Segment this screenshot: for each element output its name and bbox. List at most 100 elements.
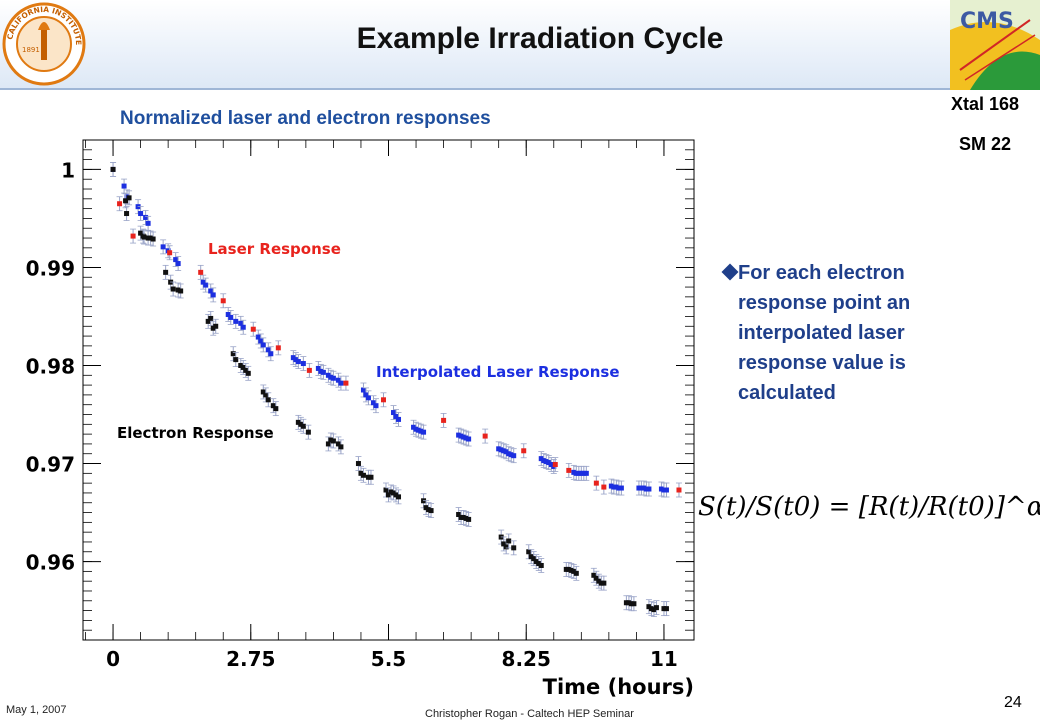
footer-date: May 1, 2007 bbox=[6, 704, 67, 716]
electron-point bbox=[365, 474, 371, 480]
electron-point bbox=[506, 538, 512, 544]
electron-point bbox=[360, 472, 366, 478]
interpolated-point bbox=[338, 380, 344, 386]
electron-point bbox=[368, 474, 374, 480]
interpolated-point bbox=[573, 470, 579, 476]
chart-title: Normalized laser and electron responses bbox=[120, 108, 491, 129]
interpolated-point bbox=[616, 485, 622, 491]
electron-point bbox=[150, 236, 156, 242]
electron-point bbox=[391, 490, 397, 496]
interpolated-point bbox=[463, 435, 469, 441]
interpolated-point bbox=[496, 446, 502, 452]
electron-point bbox=[573, 570, 579, 576]
interpolated-point bbox=[175, 261, 181, 267]
interpolated-point bbox=[315, 365, 321, 371]
electron-point bbox=[593, 575, 599, 581]
electron-point bbox=[663, 606, 669, 612]
page-number: 24 bbox=[1004, 694, 1022, 711]
electron-point bbox=[653, 605, 659, 611]
electron-point bbox=[273, 406, 279, 412]
interpolated-point bbox=[613, 484, 619, 490]
electron-point bbox=[265, 397, 271, 403]
interpolated-annotation: Interpolated Laser Response bbox=[376, 363, 620, 381]
electron-point bbox=[623, 600, 629, 606]
electron-point bbox=[531, 556, 537, 562]
electron-point bbox=[661, 606, 667, 612]
electron-point bbox=[243, 367, 249, 373]
bullet-point: For each electron response point an inte… bbox=[718, 258, 988, 408]
electron-point bbox=[528, 554, 534, 560]
interpolated-point bbox=[121, 183, 127, 189]
interpolated-point bbox=[365, 395, 371, 401]
electron-point bbox=[466, 516, 472, 522]
interpolated-point bbox=[300, 361, 306, 367]
electron-point bbox=[298, 421, 304, 427]
footer-author: Christopher Rogan - Caltech HEP Seminar bbox=[425, 708, 634, 720]
plot-area bbox=[82, 139, 695, 641]
supermodule-label: SM 22 bbox=[958, 134, 1012, 154]
interpolated-point bbox=[290, 355, 296, 361]
interpolated-point bbox=[225, 312, 231, 318]
interpolated-point bbox=[546, 460, 552, 466]
interpolated-point bbox=[571, 469, 577, 475]
electron-point bbox=[383, 487, 389, 493]
electron-point bbox=[178, 288, 184, 294]
annotations: Laser Response Interpolated Laser Respons… bbox=[117, 240, 620, 442]
electron-point bbox=[386, 492, 391, 498]
electron-point bbox=[526, 549, 532, 555]
y-tick-label: 1 bbox=[61, 158, 75, 182]
interpolated-point bbox=[325, 372, 331, 378]
laser-point bbox=[198, 269, 204, 275]
interpolated-point bbox=[330, 375, 336, 381]
electron-point bbox=[648, 606, 654, 612]
interpolated-point bbox=[258, 338, 264, 344]
laser-point bbox=[117, 201, 123, 207]
bullet-text: For each electron response point an inte… bbox=[738, 262, 911, 404]
interpolated-point bbox=[293, 357, 299, 363]
interpolated-point bbox=[265, 347, 271, 353]
slide-title: Example Irradiation Cycle bbox=[356, 22, 724, 55]
interpolated-point bbox=[363, 392, 369, 398]
interpolated-point bbox=[200, 279, 206, 285]
electron-point bbox=[330, 438, 336, 444]
electron-point bbox=[355, 461, 361, 467]
interpolated-point bbox=[210, 292, 216, 298]
interpolated-point bbox=[506, 451, 512, 457]
interpolated-point bbox=[320, 369, 326, 375]
interpolated-point bbox=[268, 351, 274, 357]
electron-point bbox=[210, 325, 216, 331]
electron-point bbox=[511, 545, 517, 551]
laser-point bbox=[167, 250, 173, 256]
response-formula: S(t)/S(t0) = [R(t)/R(t0)]^α bbox=[698, 492, 1040, 522]
interpolated-point bbox=[511, 453, 517, 459]
interpolated-point bbox=[503, 449, 509, 455]
electron-point bbox=[533, 559, 539, 565]
laser-response-annotation: Laser Response bbox=[208, 240, 341, 258]
crystal-label: Xtal 168 bbox=[950, 94, 1020, 114]
interpolated-point bbox=[663, 487, 669, 493]
data-points bbox=[110, 162, 682, 618]
interpolated-point bbox=[203, 282, 209, 288]
caltech-logo: CALIFORNIA INSTITUTE OF TECHNOLOGY 1891 bbox=[0, 0, 86, 86]
interpolated-point bbox=[328, 374, 334, 380]
interpolated-point bbox=[238, 320, 244, 326]
electron-point bbox=[536, 561, 542, 567]
y-tick-label: 0.98 bbox=[26, 354, 75, 378]
x-axis-label: Time (hours) bbox=[543, 675, 694, 699]
electron-point bbox=[571, 568, 577, 574]
interpolated-point bbox=[611, 484, 617, 490]
electron-point bbox=[538, 562, 544, 568]
electron-point bbox=[458, 514, 464, 520]
electron-point bbox=[388, 489, 394, 495]
electron-point bbox=[566, 566, 572, 572]
interpolated-point bbox=[583, 470, 589, 476]
x-tick-label: 11 bbox=[650, 647, 678, 671]
electron-point bbox=[503, 544, 509, 550]
interpolated-point bbox=[643, 486, 649, 492]
interpolated-point bbox=[638, 485, 644, 491]
interpolated-point bbox=[658, 486, 664, 492]
interpolated-point bbox=[145, 220, 151, 226]
interpolated-point bbox=[240, 324, 246, 330]
plot-frame bbox=[82, 139, 695, 641]
electron-point bbox=[230, 351, 236, 357]
